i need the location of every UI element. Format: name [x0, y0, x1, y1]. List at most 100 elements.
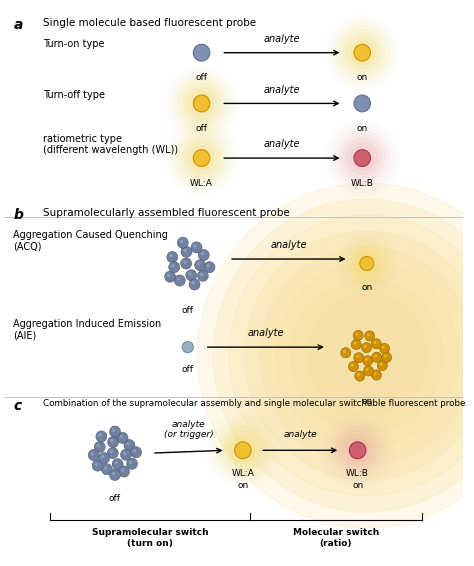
Ellipse shape: [181, 246, 192, 258]
Ellipse shape: [354, 149, 371, 166]
Ellipse shape: [129, 461, 132, 464]
Ellipse shape: [191, 242, 202, 253]
Ellipse shape: [354, 342, 356, 345]
Ellipse shape: [346, 438, 370, 462]
Ellipse shape: [123, 452, 126, 455]
Ellipse shape: [364, 366, 374, 376]
Ellipse shape: [181, 258, 191, 269]
Ellipse shape: [357, 254, 377, 273]
Text: analyte: analyte: [283, 430, 317, 439]
Ellipse shape: [174, 275, 185, 286]
Text: c: c: [13, 399, 22, 413]
Ellipse shape: [200, 273, 203, 276]
Text: ratiometric type
(different wavelength (WL)): ratiometric type (different wavelength (…: [43, 134, 178, 156]
Ellipse shape: [374, 372, 377, 375]
Text: on: on: [356, 74, 368, 83]
Ellipse shape: [190, 146, 213, 170]
Ellipse shape: [198, 250, 210, 260]
Ellipse shape: [99, 452, 109, 464]
Ellipse shape: [380, 344, 390, 354]
Ellipse shape: [231, 438, 255, 462]
Text: Molecular switch
(ratio): Molecular switch (ratio): [293, 529, 379, 548]
Ellipse shape: [338, 431, 377, 470]
Ellipse shape: [118, 466, 129, 477]
Ellipse shape: [360, 256, 374, 271]
Ellipse shape: [207, 264, 210, 268]
Ellipse shape: [377, 361, 387, 371]
Ellipse shape: [213, 199, 474, 512]
Ellipse shape: [384, 354, 387, 358]
Ellipse shape: [351, 340, 361, 350]
Ellipse shape: [348, 362, 358, 372]
Ellipse shape: [216, 423, 270, 478]
Ellipse shape: [351, 364, 354, 367]
Ellipse shape: [343, 350, 346, 353]
Ellipse shape: [108, 436, 118, 448]
Ellipse shape: [204, 261, 215, 273]
Text: off: off: [182, 365, 194, 374]
Text: a: a: [13, 18, 23, 32]
Ellipse shape: [193, 245, 197, 248]
Ellipse shape: [178, 80, 225, 127]
Ellipse shape: [171, 264, 174, 268]
Text: WL:A: WL:A: [190, 179, 213, 188]
Ellipse shape: [133, 449, 137, 453]
Ellipse shape: [109, 469, 120, 481]
Ellipse shape: [115, 461, 118, 465]
Text: Supramolecularly assembled fluorescent probe: Supramolecularly assembled fluorescent p…: [43, 208, 290, 218]
Ellipse shape: [91, 452, 94, 455]
Text: Supramolecular switch
(turn on): Supramolecular switch (turn on): [91, 529, 208, 548]
Ellipse shape: [349, 442, 366, 458]
Ellipse shape: [350, 146, 374, 170]
Text: off: off: [196, 74, 208, 83]
Ellipse shape: [346, 142, 378, 174]
Ellipse shape: [183, 248, 187, 252]
Ellipse shape: [343, 33, 382, 72]
Ellipse shape: [95, 462, 98, 466]
Ellipse shape: [331, 423, 384, 478]
Ellipse shape: [354, 44, 371, 61]
Ellipse shape: [362, 342, 372, 353]
Text: on: on: [352, 481, 363, 490]
Ellipse shape: [121, 469, 124, 472]
Ellipse shape: [120, 449, 131, 460]
Ellipse shape: [354, 353, 364, 363]
Ellipse shape: [201, 252, 204, 255]
Ellipse shape: [227, 434, 259, 466]
Ellipse shape: [109, 426, 120, 437]
Ellipse shape: [372, 352, 382, 362]
Text: analyte: analyte: [271, 240, 307, 250]
Ellipse shape: [346, 37, 378, 68]
Text: off: off: [182, 306, 194, 315]
Text: off: off: [196, 124, 208, 133]
Ellipse shape: [339, 29, 385, 76]
Text: Aggregation Induced Emission
(AIE): Aggregation Induced Emission (AIE): [13, 319, 162, 341]
Ellipse shape: [382, 346, 385, 349]
Ellipse shape: [374, 341, 376, 344]
Ellipse shape: [175, 131, 228, 186]
Ellipse shape: [336, 25, 389, 80]
Text: WL:A: WL:A: [231, 469, 255, 478]
Ellipse shape: [382, 352, 392, 362]
Ellipse shape: [112, 428, 115, 432]
Ellipse shape: [229, 215, 474, 496]
Ellipse shape: [354, 250, 380, 277]
Ellipse shape: [350, 41, 374, 65]
Text: analyte: analyte: [264, 84, 300, 95]
Ellipse shape: [364, 345, 367, 348]
Text: analyte: analyte: [264, 139, 300, 149]
Text: Combination of the supramolecular assembly and single molecular switchable fluor: Combination of the supramolecular assemb…: [43, 399, 465, 408]
Text: WL:B: WL:B: [351, 179, 374, 188]
Ellipse shape: [119, 435, 123, 438]
Ellipse shape: [88, 449, 99, 461]
Ellipse shape: [127, 442, 130, 445]
Ellipse shape: [260, 247, 474, 464]
Ellipse shape: [372, 370, 382, 380]
Ellipse shape: [186, 269, 197, 281]
Ellipse shape: [342, 434, 374, 466]
Text: analyte: analyte: [247, 328, 284, 338]
Ellipse shape: [190, 91, 213, 115]
Ellipse shape: [189, 279, 200, 290]
Ellipse shape: [101, 464, 112, 475]
Ellipse shape: [97, 444, 100, 447]
